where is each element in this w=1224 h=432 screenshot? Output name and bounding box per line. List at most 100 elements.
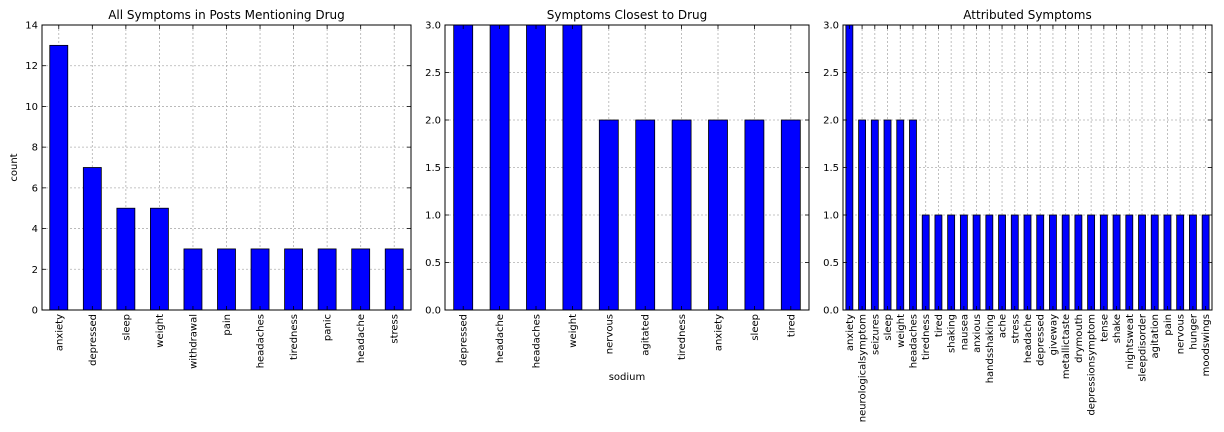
x-tick-label: shaking (947, 314, 958, 353)
x-tick-label: metallictaste (1061, 314, 1072, 379)
x-tick-label: hunger (1188, 313, 1199, 350)
chart-panel-2: 0.0 0.5 1.0 1.5 2.0 2.5 3.0 depressed headache he… (425, 8, 810, 383)
y-tick-label: 0.0 (425, 306, 441, 317)
x-tick-label: shake (1112, 314, 1123, 343)
x-tick-label: nausea (959, 314, 970, 350)
bar-tiredness (921, 214, 930, 311)
bar-anxious (972, 214, 981, 311)
x-tick-label: headaches (908, 314, 919, 368)
y-tick-label: 10 (25, 102, 38, 113)
bar-ache (998, 214, 1006, 311)
bar-weight (562, 24, 583, 311)
x-tick-label: tired (934, 314, 945, 337)
bar-drymouth (1074, 214, 1083, 311)
bar-headache (351, 248, 371, 311)
y-tick-label: 3.0 (425, 21, 441, 32)
bar-nightsweat (1125, 214, 1134, 311)
x-tick-label: drymouth (1074, 314, 1085, 363)
x-tick-label: depressionsymptom (1087, 314, 1098, 416)
bar-stress (384, 248, 404, 311)
bar-depressed (82, 167, 102, 311)
bar-depressed (453, 24, 474, 311)
bar-shaking (947, 214, 956, 311)
x-tick-label: depressed (1036, 314, 1047, 366)
bar-headaches (250, 248, 270, 311)
x-tick-label: anxiety (845, 314, 856, 351)
x-tick-label: panic (323, 314, 334, 341)
x-tick-label: handsshaking (985, 314, 996, 383)
bar-headache (489, 24, 510, 311)
y-tick-label: 2.0 (425, 116, 441, 127)
bar-weight (896, 119, 905, 311)
x-tick-label: tense (1099, 314, 1110, 342)
bar-headaches (909, 119, 917, 311)
bar-neurologicalsymptom (858, 119, 866, 311)
bar-sleep (744, 119, 765, 311)
bar-anxiety (708, 119, 728, 311)
y-tick-label: 8 (32, 143, 38, 154)
y-axis-label: count (9, 153, 20, 181)
x-tick-label: weight (896, 314, 907, 348)
y-tick-label: 1.5 (425, 163, 441, 174)
bar-pain (1163, 214, 1172, 311)
x-tick-label: sleep (121, 314, 132, 341)
y-tick-label: 1.5 (823, 163, 839, 174)
chart-title: Attributed Symptoms (963, 8, 1091, 22)
bar-stress (1010, 214, 1019, 311)
y-tick-label: 0.5 (823, 258, 839, 269)
x-tick-label: headache (356, 314, 367, 363)
x-tick-label: tired (786, 314, 797, 337)
y-tick-label: 2.5 (425, 68, 441, 79)
x-tick-label: depressed (459, 314, 470, 366)
bar-depressionsymptom (1087, 214, 1096, 311)
y-tick-label: 12 (25, 61, 38, 72)
bar-depressed (1036, 214, 1045, 311)
x-tick-label: nervous (604, 314, 615, 354)
x-tick-label: headache (1023, 314, 1034, 363)
bar-headaches (526, 24, 546, 311)
bar-seizures (870, 119, 879, 311)
bar-tiredness (671, 119, 692, 311)
x-tick-label: seizures (870, 314, 881, 355)
bar-tense (1099, 214, 1108, 311)
bar-giveway (1049, 214, 1057, 311)
bar-nervous (598, 119, 619, 311)
x-tick-label: sleepdisorder (1138, 313, 1149, 382)
x-tick-label: anxiety (54, 314, 65, 351)
x-tick-label: agitation (1150, 314, 1161, 358)
x-tick-label: anxious (972, 314, 983, 353)
x-tick-label: tiredness (289, 314, 300, 360)
x-tick-label: sleep (883, 314, 894, 341)
bar-metallictaste (1061, 214, 1070, 311)
y-tick-label: 4 (32, 224, 38, 235)
x-tick-label: anxiety (714, 314, 725, 351)
x-tick-label: agitated (641, 314, 652, 356)
x-tick-label: headache (495, 314, 506, 363)
bar-sleep (883, 119, 892, 311)
y-tick-label: 1.0 (425, 211, 441, 222)
chart-panel-1: 0 2 4 6 8 10 12 14 anxiety depressed sleep weight wi… (9, 8, 412, 369)
x-tick-label: neurologicalsymptom (858, 314, 869, 422)
chart-panel-3: 0.0 0.5 1.0 1.5 2.0 2.5 3.0 anxiety neurological… (823, 8, 1213, 422)
bar-sleepdisorder (1138, 214, 1146, 311)
x-tick-label: weight (568, 314, 579, 348)
x-tick-label: withdrawal (188, 314, 199, 369)
y-tick-label: 2 (32, 265, 38, 276)
bar-handsshaking (985, 214, 994, 311)
y-tick-label: 0 (32, 306, 38, 317)
bar-tiredness (284, 248, 303, 311)
chart-title: Symptoms Closest to Drug (547, 8, 708, 22)
x-tick-label: stress (390, 314, 401, 344)
bar-hunger (1189, 214, 1197, 311)
bar-panic (317, 248, 337, 311)
x-tick-label: tiredness (677, 314, 688, 360)
x-tick-label: nervous (1176, 314, 1187, 354)
y-tick-label: 0.5 (425, 258, 441, 269)
bar-anxiety (49, 44, 69, 311)
bar-pain (217, 248, 236, 311)
x-tick-label: tiredness (921, 314, 932, 360)
y-tick-label: 0.0 (823, 306, 839, 317)
x-tick-label: giveway (1048, 314, 1059, 356)
bar-tired (934, 214, 943, 311)
